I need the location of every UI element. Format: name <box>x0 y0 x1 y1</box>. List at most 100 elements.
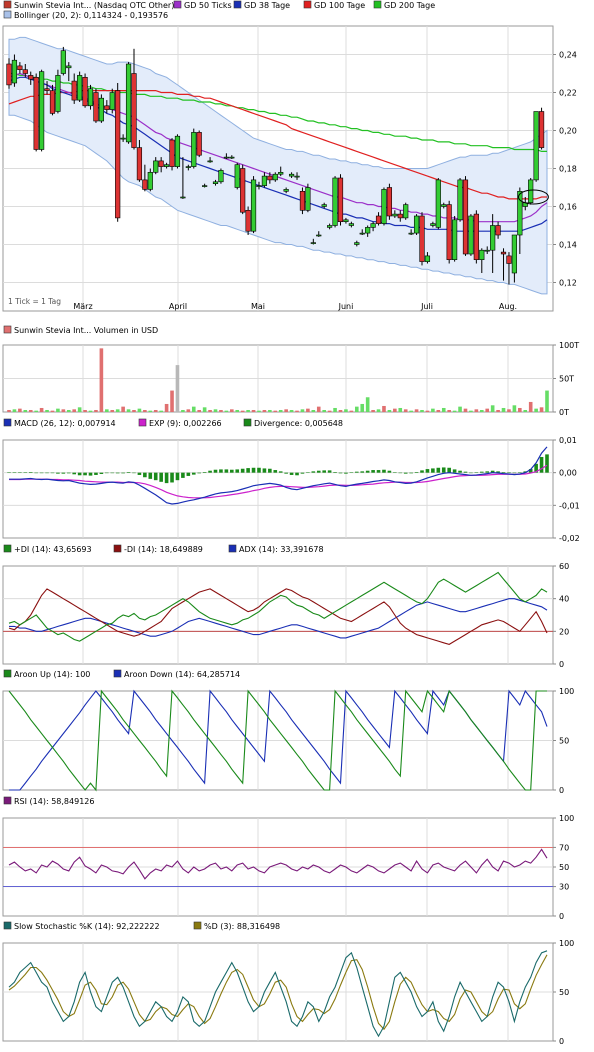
divergence-bar <box>34 472 38 474</box>
divergence-bar <box>143 472 147 478</box>
y-tick-label: 0 <box>559 660 564 669</box>
divergence-bar <box>39 472 44 474</box>
candle-body <box>381 189 387 224</box>
candle-body <box>60 50 66 74</box>
candle-body <box>120 137 126 140</box>
volume-bar <box>333 407 337 412</box>
divergence-bar <box>224 469 229 473</box>
legend-swatch <box>3 669 12 678</box>
legend-swatch <box>113 544 122 553</box>
panel-3: 0 20 40 60 <box>2 562 569 669</box>
divergence-bar <box>545 454 549 473</box>
divergence-bar <box>268 468 272 473</box>
volume-bar <box>126 409 131 412</box>
divergence-bar <box>246 468 250 473</box>
plot-frame <box>2 439 554 539</box>
volume-bar <box>148 410 153 412</box>
candle-body <box>272 173 278 181</box>
legend-swatch <box>3 10 12 19</box>
legend-swatch <box>233 0 242 9</box>
divergence-bar <box>230 469 234 473</box>
legend-rsi: RSI (14): 58,849126 <box>3 796 94 806</box>
candle-body <box>218 170 224 183</box>
panel-0: 0,12 0,14 0,16 0,18 0,20 0,22 0,24 1 Tick = 1 T… <box>2 25 577 312</box>
divergence-bar <box>45 472 49 474</box>
candle-body <box>55 75 61 112</box>
panel-5: 0 30 50 70 100 <box>2 814 574 921</box>
legend-label: -DI (14): 18,649889 <box>124 545 203 554</box>
candle-body <box>207 160 213 163</box>
candle-body <box>98 97 104 122</box>
candle-body <box>66 65 72 69</box>
divergence-bar <box>518 472 522 473</box>
volume-bar <box>224 410 229 412</box>
candle-body <box>288 173 295 177</box>
y-tick-label: 0,12 <box>559 279 577 288</box>
volume-bar <box>501 407 506 412</box>
candle-body <box>71 80 77 101</box>
volume-bar <box>376 409 381 412</box>
volume-bar <box>153 409 158 412</box>
volume-bar <box>512 405 517 412</box>
volume-bar <box>56 408 60 412</box>
gd100-line <box>8 89 547 200</box>
y-tick-label: 0T <box>559 408 569 417</box>
x-tick-label: März <box>73 302 92 311</box>
divergence-bar <box>479 471 484 473</box>
rsi-line <box>8 848 548 880</box>
divergence-bar <box>61 472 66 474</box>
candle-body <box>180 196 186 199</box>
volume-bar <box>306 408 310 412</box>
divergence-bar <box>257 467 261 473</box>
y-tick-label: 0,18 <box>559 165 577 174</box>
volume-bar <box>458 406 462 412</box>
y-tick-label: 0,24 <box>559 51 577 60</box>
divergence-bar <box>28 472 33 473</box>
divergence-bar <box>295 472 299 476</box>
gd50-line <box>8 72 548 223</box>
divergence-bar <box>105 472 109 474</box>
candle-body <box>430 223 436 226</box>
candle-body <box>473 213 479 261</box>
divergence-bar <box>447 467 451 473</box>
divergence-bar <box>354 471 359 473</box>
volume-bar <box>94 409 98 412</box>
candle-body <box>223 156 229 159</box>
legend-label: ADX (14): 33,391678 <box>239 545 324 554</box>
divergence-bar <box>289 472 294 475</box>
divergence-bar <box>235 469 240 473</box>
divergence-bar <box>262 468 267 473</box>
divergence-bar <box>284 472 288 474</box>
divergence-bar <box>88 472 93 476</box>
aroon-up-line <box>8 689 547 792</box>
y-tick-label: 50 <box>559 737 569 746</box>
legend-dmi: +DI (14): 43,65693 -DI (14): 18,649889 ADX… <box>3 544 324 554</box>
candle-body <box>93 92 99 122</box>
candle-body <box>408 232 414 235</box>
candle-body <box>174 135 181 167</box>
y-tick-label: 50T <box>559 375 574 384</box>
candle-body <box>33 77 39 150</box>
divergence-bar <box>278 471 283 473</box>
candle-body <box>283 189 289 192</box>
volume-bar <box>170 390 174 412</box>
divergence-bar <box>208 470 212 473</box>
candle-body <box>490 225 496 251</box>
divergence-bar <box>159 472 163 482</box>
legend-swatch <box>3 0 12 9</box>
divergence-bar <box>126 472 131 473</box>
y-tick-label: 0,14 <box>559 241 577 250</box>
divergence-bar <box>523 471 528 473</box>
divergence-bar <box>202 472 207 473</box>
candle-body <box>185 166 191 168</box>
divergence-bar <box>219 469 223 473</box>
exp-line <box>9 464 548 499</box>
candle-body <box>446 204 452 261</box>
legend-swatch <box>113 669 122 678</box>
divergence-bar <box>72 472 77 475</box>
divergence-bar <box>490 470 495 473</box>
volume-bar <box>28 409 33 412</box>
adx-line <box>9 598 548 639</box>
candle-body <box>413 215 420 234</box>
divergence-bar <box>273 470 278 473</box>
